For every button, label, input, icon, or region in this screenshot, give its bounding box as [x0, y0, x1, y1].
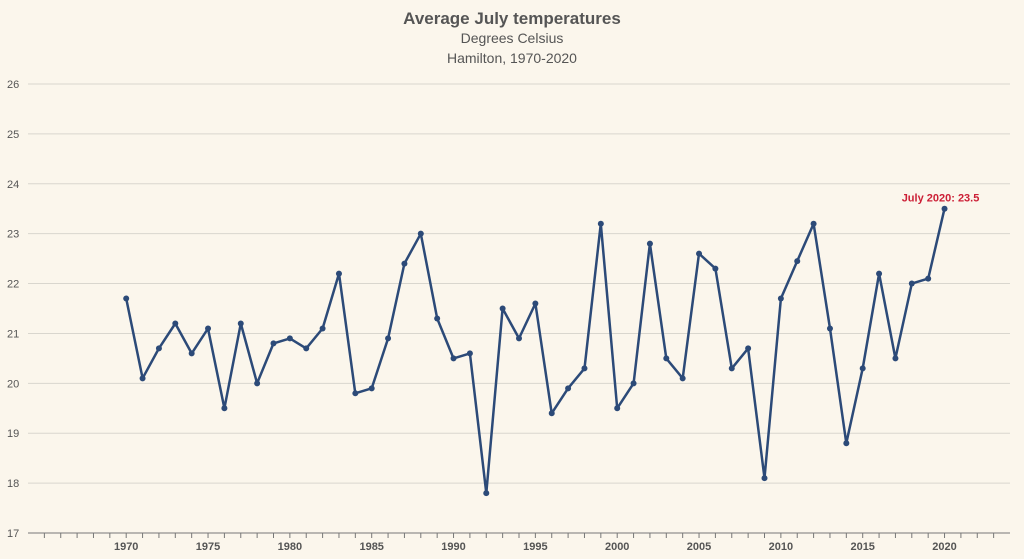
x-tick-label-2005: 2005	[687, 541, 711, 553]
data-point-1979	[270, 340, 277, 347]
y-tick-label-21: 21	[7, 328, 19, 340]
x-tick-label-1975: 1975	[196, 541, 220, 553]
data-point-2001	[630, 380, 637, 387]
series-temperature	[123, 205, 948, 497]
data-point-1997	[565, 385, 572, 392]
data-point-2020	[941, 205, 948, 212]
data-point-2017	[892, 355, 899, 362]
data-point-1990	[450, 355, 457, 362]
y-tick-label-19: 19	[7, 428, 19, 440]
data-point-2012	[810, 220, 817, 227]
x-tick-label-1985: 1985	[359, 541, 383, 553]
data-point-2015	[859, 365, 866, 372]
data-point-1980	[286, 335, 293, 342]
chart-subtitle: Degrees Celsius	[461, 30, 564, 46]
data-point-2018	[908, 280, 915, 287]
data-point-1970	[123, 295, 130, 302]
data-point-1992	[483, 490, 490, 497]
y-tick-label-22: 22	[7, 279, 19, 291]
x-tick-label-1980: 1980	[278, 541, 302, 553]
data-point-1986	[385, 335, 392, 342]
data-point-2008	[745, 345, 752, 352]
y-tick-label-24: 24	[7, 179, 19, 191]
annotation-july-2020: July 2020: 23.5	[902, 193, 980, 205]
data-point-1981	[303, 345, 310, 352]
x-tick-label-1995: 1995	[523, 541, 547, 553]
y-tick-label-20: 20	[7, 378, 19, 390]
data-point-1987	[401, 260, 408, 267]
data-point-1988	[417, 230, 424, 237]
data-point-2002	[646, 240, 653, 247]
series-line-0	[124, 208, 946, 495]
data-point-2011	[794, 258, 801, 265]
data-point-2003	[663, 355, 670, 362]
y-axis-ticks: 17 18 19 20 21 22 23 24 25 26	[7, 79, 19, 540]
chart-subtitle-location: Hamilton, 1970-2020	[447, 50, 577, 66]
data-point-1998	[581, 365, 588, 372]
data-point-2019	[925, 275, 932, 282]
x-tick-label-1990: 1990	[441, 541, 465, 553]
data-point-1978	[254, 380, 261, 387]
data-point-2010	[777, 295, 784, 302]
data-point-1991	[466, 350, 473, 357]
data-point-1985	[368, 385, 375, 392]
data-point-2000	[614, 405, 621, 412]
data-point-1975	[205, 325, 212, 332]
chart-title: Average July temperatures	[403, 9, 621, 28]
x-tick-label-1970: 1970	[114, 541, 138, 553]
data-point-2009	[761, 475, 768, 482]
data-point-1984	[352, 390, 359, 397]
y-tick-label-26: 26	[7, 79, 19, 91]
data-point-1983	[335, 270, 342, 277]
data-point-2014	[843, 440, 850, 447]
data-point-1973	[172, 320, 179, 327]
data-point-2016	[876, 270, 883, 277]
data-point-2005	[696, 250, 703, 257]
y-tick-label-23: 23	[7, 229, 19, 241]
x-tick-label-2015: 2015	[850, 541, 874, 553]
data-point-1976	[221, 405, 228, 412]
x-tick-label-2010: 2010	[769, 541, 793, 553]
data-point-1982	[319, 325, 326, 332]
y-tick-label-17: 17	[7, 528, 19, 540]
data-point-1974	[188, 350, 195, 357]
data-point-1977	[237, 320, 244, 327]
data-point-1994	[516, 335, 522, 342]
data-point-2013	[826, 325, 833, 332]
data-point-1971	[139, 375, 146, 382]
data-point-1989	[434, 315, 441, 322]
y-tick-label-18: 18	[7, 478, 19, 490]
x-tick-label-2020: 2020	[932, 541, 956, 553]
data-point-1999	[597, 220, 604, 227]
grid-lines	[28, 83, 1010, 534]
x-tick-label-2000: 2000	[605, 541, 629, 553]
data-point-2006	[712, 265, 719, 272]
data-point-1996	[548, 410, 555, 417]
data-point-1993	[499, 305, 506, 312]
data-point-2007	[728, 365, 735, 372]
x-axis-ticks: 1970 1975 1980 1985 1990 1995 2000 2005 2010 2015…	[43, 533, 995, 553]
y-tick-label-25: 25	[7, 129, 19, 141]
data-point-1972	[155, 345, 162, 352]
data-point-1995	[532, 300, 539, 307]
data-point-2004	[679, 375, 686, 382]
